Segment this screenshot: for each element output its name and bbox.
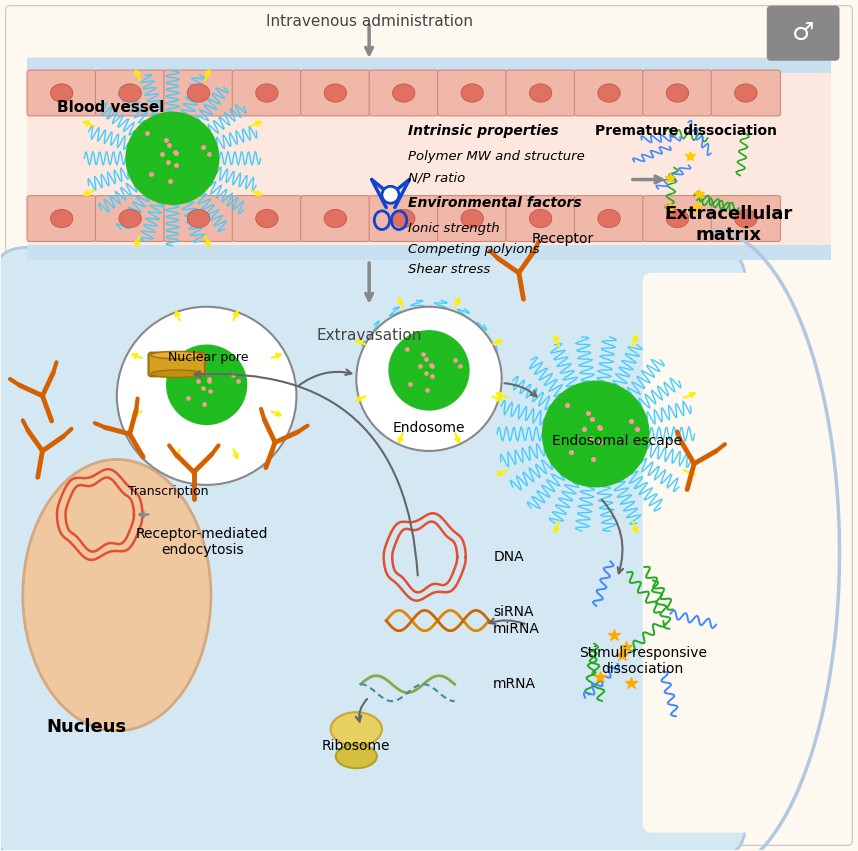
Ellipse shape (461, 84, 483, 102)
Text: Transcription: Transcription (128, 485, 208, 498)
FancyBboxPatch shape (643, 196, 712, 242)
Ellipse shape (256, 84, 278, 102)
Circle shape (125, 111, 220, 205)
Text: Ionic strength: Ionic strength (408, 222, 499, 235)
Ellipse shape (598, 209, 620, 228)
Ellipse shape (598, 84, 620, 102)
Ellipse shape (393, 209, 415, 228)
Ellipse shape (151, 351, 202, 359)
FancyBboxPatch shape (438, 196, 507, 242)
Text: Polymer MW and structure: Polymer MW and structure (408, 150, 584, 163)
Ellipse shape (119, 209, 142, 228)
FancyBboxPatch shape (506, 196, 575, 242)
Ellipse shape (330, 712, 382, 746)
Circle shape (542, 380, 650, 488)
Circle shape (389, 330, 469, 411)
Text: Nucleus: Nucleus (47, 718, 127, 736)
FancyBboxPatch shape (300, 70, 370, 116)
Bar (27, 245, 831, 260)
FancyBboxPatch shape (6, 6, 852, 845)
Ellipse shape (151, 370, 202, 378)
Text: ♂: ♂ (793, 20, 815, 45)
Ellipse shape (666, 84, 689, 102)
Ellipse shape (51, 84, 73, 102)
Ellipse shape (734, 209, 757, 228)
FancyBboxPatch shape (643, 273, 848, 832)
FancyBboxPatch shape (164, 70, 233, 116)
Ellipse shape (393, 84, 415, 102)
Bar (27, 56, 831, 260)
FancyBboxPatch shape (369, 196, 438, 242)
Text: Stimuli-responsive
dissociation: Stimuli-responsive dissociation (579, 646, 707, 677)
FancyBboxPatch shape (27, 196, 96, 242)
Ellipse shape (187, 84, 209, 102)
Text: mRNA: mRNA (493, 677, 536, 691)
FancyBboxPatch shape (506, 70, 575, 116)
FancyBboxPatch shape (711, 196, 781, 242)
Text: Nuclear pore: Nuclear pore (168, 351, 249, 364)
FancyBboxPatch shape (27, 70, 96, 116)
Ellipse shape (335, 745, 377, 768)
Text: Intravenous administration: Intravenous administration (266, 14, 473, 29)
Text: Intrinsic properties: Intrinsic properties (408, 124, 559, 139)
FancyBboxPatch shape (574, 196, 644, 242)
Ellipse shape (529, 84, 552, 102)
FancyBboxPatch shape (233, 196, 301, 242)
Ellipse shape (461, 209, 483, 228)
Ellipse shape (51, 209, 73, 228)
FancyBboxPatch shape (438, 70, 507, 116)
FancyBboxPatch shape (767, 6, 839, 60)
FancyBboxPatch shape (164, 196, 233, 242)
Text: Extracellular
matrix: Extracellular matrix (664, 205, 793, 243)
Ellipse shape (324, 84, 347, 102)
FancyBboxPatch shape (95, 70, 165, 116)
Circle shape (166, 345, 247, 426)
Text: Receptor: Receptor (532, 231, 594, 246)
Bar (27, 58, 831, 73)
FancyBboxPatch shape (711, 70, 781, 116)
Ellipse shape (119, 84, 142, 102)
Ellipse shape (324, 209, 347, 228)
Text: Shear stress: Shear stress (408, 263, 490, 276)
Ellipse shape (256, 209, 278, 228)
FancyBboxPatch shape (369, 70, 438, 116)
Text: Endosome: Endosome (393, 421, 465, 435)
Text: Environmental factors: Environmental factors (408, 197, 581, 210)
FancyBboxPatch shape (300, 196, 370, 242)
Text: DNA: DNA (493, 550, 523, 564)
Ellipse shape (734, 84, 757, 102)
Text: Competing polyions: Competing polyions (408, 243, 539, 256)
Ellipse shape (187, 209, 209, 228)
Text: siRNA
miRNA: siRNA miRNA (493, 606, 540, 636)
Text: N/P ratio: N/P ratio (408, 171, 465, 184)
FancyBboxPatch shape (574, 70, 644, 116)
FancyBboxPatch shape (233, 70, 301, 116)
FancyBboxPatch shape (148, 352, 205, 376)
Circle shape (117, 306, 297, 485)
Text: Premature dissociation: Premature dissociation (595, 124, 776, 139)
Ellipse shape (23, 460, 211, 731)
FancyBboxPatch shape (643, 70, 712, 116)
Circle shape (382, 186, 399, 203)
Ellipse shape (666, 209, 689, 228)
Text: Ribosome: Ribosome (322, 740, 390, 753)
Ellipse shape (529, 209, 552, 228)
FancyBboxPatch shape (95, 196, 165, 242)
Text: Extravasation: Extravasation (317, 328, 422, 343)
Text: Endosomal escape: Endosomal escape (552, 434, 682, 448)
Circle shape (356, 306, 502, 451)
Text: Blood vessel: Blood vessel (57, 100, 165, 115)
FancyBboxPatch shape (0, 248, 746, 851)
Text: Receptor-mediated
endocytosis: Receptor-mediated endocytosis (136, 528, 269, 557)
